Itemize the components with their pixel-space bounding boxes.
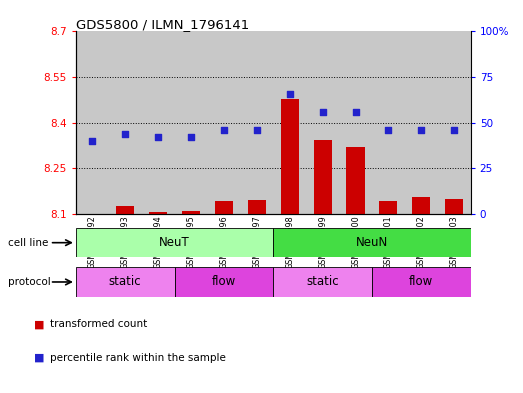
Text: ■: ■	[34, 353, 44, 363]
Point	[351, 109, 360, 115]
Bar	[149, 212, 167, 214]
Bar	[241, 31, 273, 214]
Text: static: static	[306, 275, 339, 288]
Bar	[215, 201, 233, 214]
Point	[450, 127, 459, 133]
Text: protocol: protocol	[8, 277, 51, 287]
Bar	[372, 267, 471, 297]
Bar	[379, 201, 397, 214]
Bar	[142, 31, 175, 214]
Bar	[76, 228, 273, 257]
Text: flow: flow	[212, 275, 236, 288]
Text: NeuN: NeuN	[356, 236, 388, 249]
Text: flow: flow	[409, 275, 434, 288]
Text: transformed count: transformed count	[50, 319, 147, 329]
Point	[319, 109, 327, 115]
Bar	[116, 206, 134, 214]
Bar	[445, 199, 463, 214]
Bar	[76, 267, 175, 297]
Bar	[346, 147, 365, 214]
Point	[220, 127, 228, 133]
Bar	[412, 197, 430, 214]
Bar	[306, 31, 339, 214]
Point	[417, 127, 426, 133]
Point	[286, 90, 294, 97]
Bar	[76, 31, 109, 214]
Bar	[175, 31, 208, 214]
Bar	[83, 213, 101, 214]
Point	[121, 130, 129, 137]
Bar	[175, 267, 273, 297]
Text: NeuT: NeuT	[159, 236, 190, 249]
Point	[154, 134, 162, 141]
Bar	[208, 31, 241, 214]
Text: percentile rank within the sample: percentile rank within the sample	[50, 353, 225, 363]
Point	[88, 138, 96, 144]
Text: ■: ■	[34, 319, 44, 329]
Point	[253, 127, 261, 133]
Bar	[273, 267, 372, 297]
Bar	[273, 228, 471, 257]
Bar	[438, 31, 471, 214]
Point	[187, 134, 195, 141]
Bar	[314, 140, 332, 214]
Bar	[109, 31, 142, 214]
Bar	[339, 31, 372, 214]
Point	[384, 127, 393, 133]
Bar	[248, 200, 266, 214]
Bar	[405, 31, 438, 214]
Bar	[281, 99, 299, 214]
Text: GDS5800 / ILMN_1796141: GDS5800 / ILMN_1796141	[76, 18, 249, 31]
Bar	[372, 31, 405, 214]
Bar	[182, 211, 200, 214]
Text: cell line: cell line	[8, 238, 48, 248]
Text: static: static	[109, 275, 142, 288]
Bar	[273, 31, 306, 214]
